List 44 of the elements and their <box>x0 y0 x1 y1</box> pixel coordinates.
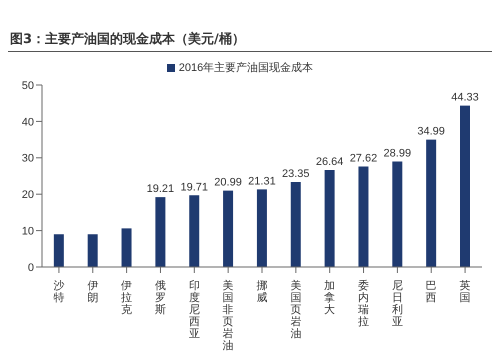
y-tick-label: 0 <box>28 262 34 274</box>
y-tick-label: 10 <box>22 226 34 238</box>
bar <box>155 197 166 267</box>
x-tick-label: 挪威 <box>256 279 268 304</box>
data-label: 27.62 <box>350 152 378 164</box>
data-label: 23.35 <box>282 168 310 180</box>
bar <box>256 189 267 267</box>
bar <box>54 234 64 267</box>
bar <box>460 106 470 267</box>
x-tick-label: 美国页岩油 <box>290 279 302 340</box>
y-tick-label: 30 <box>22 152 34 165</box>
x-tick-label: 加拿大 <box>324 279 336 316</box>
data-label: 21.31 <box>248 175 276 188</box>
y-tick-label: 20 <box>22 189 34 202</box>
x-tick-label: 俄罗斯 <box>154 279 166 316</box>
legend-label: 2016年主要产油国现金成本 <box>178 62 314 74</box>
y-tick-label: 40 <box>22 116 34 128</box>
x-tick-label: 尼日利亚 <box>392 279 403 328</box>
bar <box>88 234 98 267</box>
data-label: 44.33 <box>451 92 479 104</box>
bar <box>426 140 436 267</box>
data-label: 19.21 <box>146 183 174 196</box>
bar <box>392 161 402 267</box>
y-tick-label: 50 <box>22 80 34 92</box>
x-tick-label: 伊朗 <box>87 279 98 304</box>
data-label: 19.71 <box>180 181 208 194</box>
bar <box>223 190 234 267</box>
data-label: 34.99 <box>417 126 445 138</box>
data-label: 20.99 <box>214 176 242 189</box>
chart-title: 图3：主要产油国的现金成本（美元/桶） <box>8 8 492 52</box>
x-tick-label: 美国非页岩油 <box>222 279 234 352</box>
x-tick-label: 伊拉克 <box>121 279 132 316</box>
bar <box>189 195 200 267</box>
x-tick-label: 英国 <box>460 279 471 304</box>
bar <box>358 166 368 267</box>
x-tick-label: 沙特 <box>53 279 64 304</box>
data-label: 28.99 <box>384 147 412 160</box>
bar <box>122 228 132 267</box>
x-tick-label: 印度尼西亚 <box>188 279 200 340</box>
x-tick-label: 委内瑞拉 <box>358 279 370 328</box>
bar <box>290 182 301 267</box>
x-tick-label: 巴西 <box>426 279 437 304</box>
bar <box>324 170 335 267</box>
data-label: 26.64 <box>316 156 344 168</box>
